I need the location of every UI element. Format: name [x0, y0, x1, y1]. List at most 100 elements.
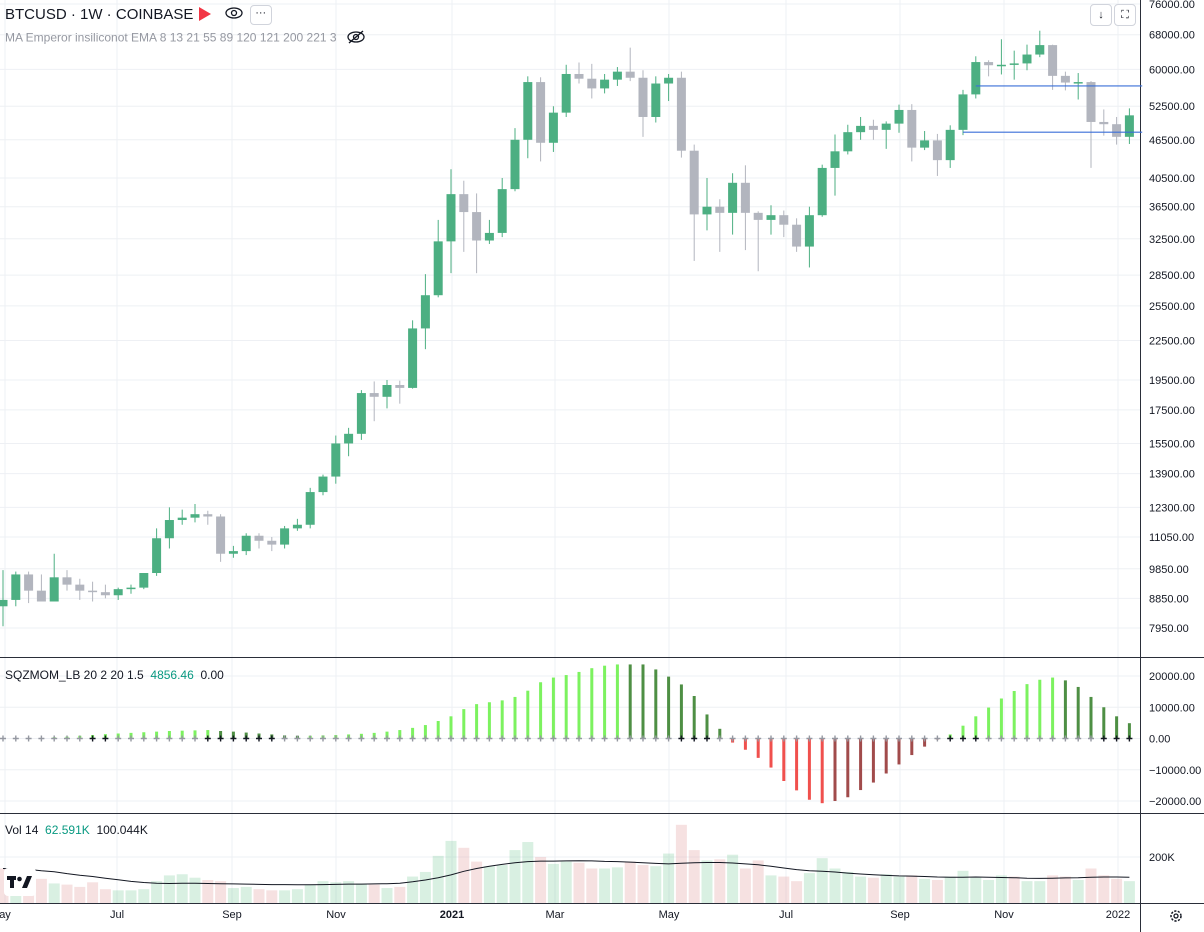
squeeze-cross: [972, 735, 979, 742]
momentum-tick-label: 20000.00: [1149, 671, 1195, 683]
squeeze-cross: [588, 735, 595, 742]
candle-body: [11, 574, 21, 600]
squeeze-cross: [985, 735, 992, 742]
squeeze-cross: [179, 735, 186, 742]
squeeze-cross: [768, 735, 774, 742]
candle-body: [395, 385, 405, 388]
momentum-bar: [628, 664, 632, 739]
squeeze-cross: [51, 735, 58, 742]
time-tick-label: 2021: [440, 909, 464, 921]
momentum-bar: [999, 698, 1003, 739]
volume-bar: [842, 871, 854, 903]
volume-bar: [1098, 875, 1110, 903]
eye-off-icon[interactable]: [346, 30, 366, 47]
download-arrow-icon[interactable]: ↓: [1090, 4, 1112, 26]
eye-icon[interactable]: [222, 6, 246, 22]
time-tick-label: Sep: [890, 909, 910, 921]
candle-body: [856, 125, 866, 133]
more-icon[interactable]: ···: [249, 5, 272, 25]
momentum-bar: [756, 738, 760, 758]
volume-bar: [407, 876, 419, 903]
squeeze-cross: [422, 735, 429, 742]
volume-bar: [471, 861, 483, 903]
tradingview-logo[interactable]: [4, 868, 36, 896]
volume-bar: [893, 876, 905, 903]
candle-body: [216, 516, 226, 554]
volume-bar: [151, 881, 163, 903]
candle-body: [792, 224, 802, 247]
volume-bar: [535, 857, 547, 903]
squeeze-cross: [38, 735, 45, 742]
volume-bar: [560, 861, 572, 903]
sqz-legend-value2: 0.00: [200, 668, 224, 682]
momentum-bar: [551, 677, 555, 739]
volume-bar: [586, 868, 598, 903]
squeeze-cross: [691, 735, 698, 742]
time-tick-label: ay: [0, 909, 11, 921]
symbol-name[interactable]: BTCUSD: [5, 5, 67, 23]
candle-body: [958, 94, 968, 130]
candle-body: [510, 139, 520, 190]
momentum-bar: [923, 738, 927, 747]
volume-bar: [381, 888, 393, 903]
sqz-legend-name[interactable]: SQZMOM_LB 20 2 20 1.5: [5, 668, 144, 682]
vol-legend-value: 62.591K: [45, 823, 90, 837]
squeeze-cross: [1011, 735, 1018, 742]
candle-body: [740, 182, 750, 213]
volume-bar: [919, 878, 931, 903]
candle-body: [331, 443, 341, 477]
volume-bar: [1111, 878, 1123, 903]
volume-bar: [189, 877, 201, 903]
volume-bar: [419, 871, 431, 903]
candle-body: [62, 577, 72, 585]
price-tick-label: 15500.00: [1149, 438, 1195, 450]
candle-body: [203, 514, 213, 517]
fullscreen-icon[interactable]: ⛶: [1114, 4, 1136, 26]
candle-body: [139, 573, 149, 588]
candle-body: [459, 194, 469, 213]
vol-legend-name[interactable]: Vol 14: [5, 823, 39, 837]
volume-bar: [829, 868, 841, 903]
candle-body: [881, 123, 891, 130]
time-tick-label: 2022: [1106, 909, 1130, 921]
momentum-series: [0, 664, 1133, 804]
squeeze-cross: [755, 735, 762, 742]
momentum-bar: [961, 725, 965, 739]
interval-label[interactable]: 1W: [80, 5, 103, 23]
price-tick-label: 60000.00: [1149, 64, 1195, 76]
momentum-bar: [462, 709, 466, 739]
momentum-bar: [705, 714, 709, 739]
candle-body: [1073, 82, 1083, 84]
momentum-bar: [846, 738, 850, 798]
candle-body: [126, 587, 136, 590]
squeeze-cross: [601, 735, 608, 742]
momentum-bar: [398, 730, 402, 739]
gear-icon[interactable]: [1166, 906, 1186, 926]
candle-body: [971, 62, 981, 95]
momentum-bar: [820, 738, 824, 804]
squeeze-cross: [409, 735, 416, 742]
momentum-bar: [679, 684, 683, 739]
price-tick-label: 28500.00: [1149, 270, 1195, 282]
price-tick-label: 19500.00: [1149, 375, 1195, 387]
flag-icon[interactable]: [199, 6, 212, 21]
momentum-bar: [641, 664, 645, 739]
candle-body: [241, 535, 251, 552]
ema-legend-label[interactable]: MA Emperor insiliconot EMA 8 13 21 55 89…: [5, 30, 337, 45]
volume-bar: [368, 884, 380, 903]
candle-body: [1060, 75, 1070, 83]
ema-legend: MA Emperor insiliconot EMA 8 13 21 55 89…: [5, 30, 366, 47]
momentum-bar: [807, 738, 811, 800]
candle-body: [753, 212, 763, 220]
squeeze-cross: [652, 735, 659, 742]
candle-body: [638, 77, 648, 117]
squeeze-cross: [832, 735, 838, 742]
candle-body: [267, 540, 277, 545]
candle-body: [369, 393, 379, 397]
squeeze-cross: [576, 735, 582, 742]
momentum-bar: [436, 721, 440, 739]
squeeze-cross: [499, 735, 506, 742]
momentum-bar: [654, 669, 658, 739]
squeeze-cross: [281, 735, 288, 742]
